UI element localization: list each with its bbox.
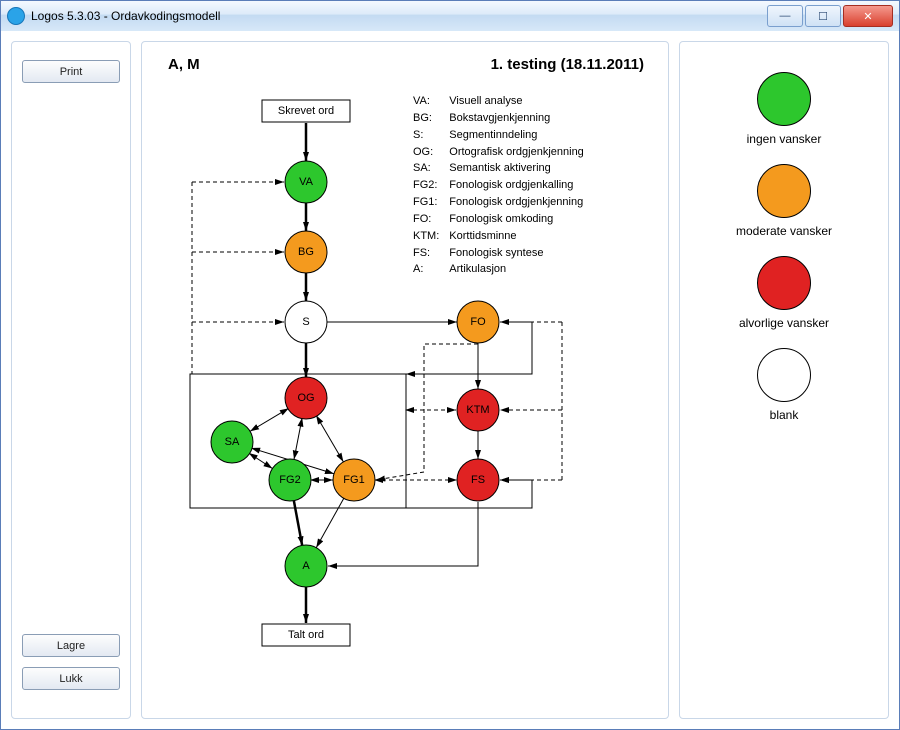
svg-text:KTM: KTM: [466, 404, 489, 416]
maximize-button[interactable]: ☐: [805, 5, 841, 27]
legend-label: blank: [770, 408, 799, 422]
app-icon: [7, 7, 25, 25]
svg-text:BG: BG: [298, 246, 314, 258]
legend-swatch: [757, 256, 811, 310]
svg-text:VA: VA: [299, 176, 314, 188]
legend-swatch: [757, 348, 811, 402]
window-title: Logos 5.3.03 - Ordavkodingsmodell: [31, 9, 767, 23]
legend-item: moderate vansker: [736, 164, 832, 238]
legend-item: alvorlige vansker: [739, 256, 829, 330]
legend-panel: ingen vansker moderate vansker alvorlige v…: [679, 41, 889, 719]
svg-text:Skrevet ord: Skrevet ord: [278, 105, 334, 117]
title-bar[interactable]: Logos 5.3.03 - Ordavkodingsmodell — ☐ ✕: [1, 1, 899, 32]
legend-swatch: [757, 164, 811, 218]
left-panel: Print Lagre Lukk: [11, 41, 131, 719]
close-window-button[interactable]: ✕: [843, 5, 893, 27]
svg-text:S: S: [302, 316, 309, 328]
svg-text:FG1: FG1: [343, 474, 364, 486]
save-button[interactable]: Lagre: [22, 634, 120, 657]
client-area: Print Lagre Lukk A, M 1. testing (18.11.…: [1, 31, 899, 729]
legend-label: moderate vansker: [736, 224, 832, 238]
legend-item: blank: [757, 348, 811, 422]
legend-item: ingen vansker: [747, 72, 822, 146]
legend-swatch: [757, 72, 811, 126]
minimize-button[interactable]: —: [767, 5, 803, 27]
legend-label: ingen vansker: [747, 132, 822, 146]
svg-text:FG2: FG2: [279, 474, 300, 486]
svg-text:FO: FO: [470, 316, 486, 328]
abbreviation-key: VA:Visuell analyseBG:Bokstavgjenkjenning…: [407, 92, 590, 279]
application-window: Logos 5.3.03 - Ordavkodingsmodell — ☐ ✕ …: [0, 0, 900, 730]
svg-text:A: A: [302, 560, 310, 572]
svg-text:FS: FS: [471, 474, 485, 486]
svg-text:Talt ord: Talt ord: [288, 629, 324, 641]
legend-label: alvorlige vansker: [739, 316, 829, 330]
print-button[interactable]: Print: [22, 60, 120, 83]
diagram-panel: A, M 1. testing (18.11.2011) Skrevet ord…: [141, 41, 669, 719]
close-button[interactable]: Lukk: [22, 667, 120, 690]
svg-text:OG: OG: [297, 392, 314, 404]
svg-text:SA: SA: [225, 436, 240, 448]
